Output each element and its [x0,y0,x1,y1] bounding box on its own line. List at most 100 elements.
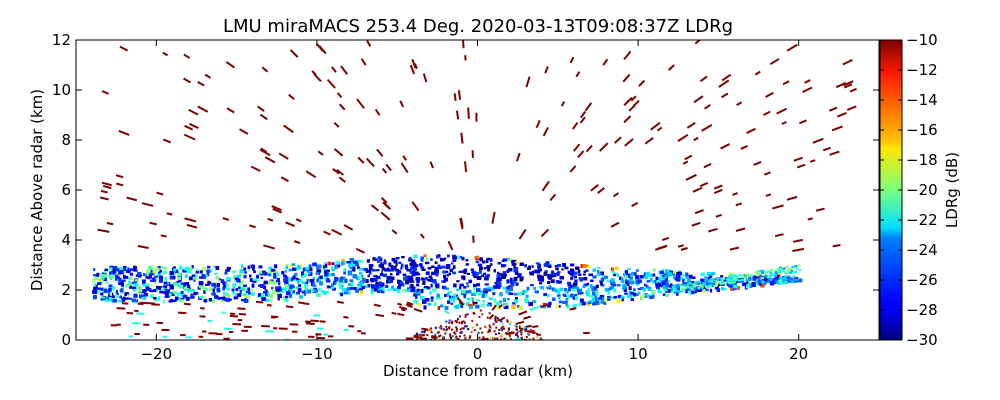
cloud-cell [499,300,502,304]
cloud-cell [121,298,125,302]
cloud-cell [97,282,102,285]
cloud-cell [159,269,162,273]
cloud-cell [538,268,542,272]
cloud-cell [572,286,576,289]
cloud-cell [365,269,369,273]
speckle-mark [776,107,787,115]
cloud-cell [586,282,590,286]
cloud-cell [431,265,435,268]
cloud-cell [640,295,644,300]
cloud-cell [637,291,641,295]
cloud-cell [123,275,129,279]
cloud-cell [490,258,493,262]
speckle-mark [694,40,702,45]
cloud-cell [214,295,217,300]
cloud-cell [468,304,474,309]
cloud-cell [261,297,266,302]
cloud-cell [312,289,315,293]
cloud-cell [387,276,391,280]
cloud-cell [289,277,293,280]
cloud-cell [247,287,251,292]
cloud-cell [416,291,421,294]
cloud-cell [104,274,108,277]
cloud-cell [577,269,581,274]
cloud-cell [620,296,625,299]
cloud-cell [635,275,640,280]
cloud-cell [642,288,646,292]
cloud-cell [461,256,465,261]
cloud-cell [486,257,491,261]
cloud-cell [191,274,196,277]
cloud-cell [187,290,190,293]
cloud-cell [336,264,341,268]
cloud-cell [515,296,518,300]
cloud-cell [123,279,126,282]
cloud-cell [306,269,310,273]
cloud-cell [509,292,514,295]
cloud-cell [395,257,400,260]
speckle-mark [409,64,416,75]
speckle-mark [715,213,723,218]
cloud-cell [211,299,215,303]
cloud-cell [246,290,251,294]
cloud-cell [414,290,418,295]
speckle-mark [459,217,464,227]
cloud-cell [367,274,370,278]
cloud-cell [128,297,133,300]
cloud-cell [405,279,409,283]
cloud-cell [184,266,189,271]
cloud-cell [429,291,432,295]
cloud-cell [223,296,227,299]
cloud-cell [277,296,280,301]
cloud-cell [112,266,118,270]
cloud-cell [156,286,159,289]
speckle-mark [735,227,746,232]
cloud-cell [313,289,317,293]
cloud-cell [252,280,257,283]
cloud-cell [592,302,596,306]
cloud-cell [120,288,124,293]
cloud-cell [104,268,108,271]
cloud-cell [597,298,602,302]
cloud-cell [485,275,488,278]
cloud-cell [368,264,374,267]
speckle-mark [455,110,460,120]
speckle-mark [699,75,708,83]
cloud-cell [346,261,351,264]
cloud-cell [193,291,196,296]
cloud-cell [391,258,396,262]
cloud-cell [400,263,404,268]
cloud-cell [420,258,424,262]
cloud-cell [596,269,600,274]
cloud-cell [359,260,364,263]
cloud-cell [264,289,268,293]
cloud-cell [524,298,529,303]
cloud-cell [453,265,456,269]
speckle-mark [447,240,454,251]
cloud-cell [651,273,656,277]
cloud-cell [624,275,629,279]
cloud-cell [730,286,733,291]
cloud-cell [376,290,380,293]
cloud-cell [502,298,506,302]
cloud-cell [517,273,522,276]
speckle-mark [331,228,343,236]
cloud-cell [247,267,251,272]
cloud-cell [129,272,134,276]
cloud-cell [349,279,354,283]
speckle-mark [846,105,857,111]
cloud-cell [685,274,688,279]
cloud-cell [468,279,473,284]
cloud-cell [145,286,150,291]
cloud-cell [393,260,398,264]
cloud-cell [714,286,720,290]
cloud-cell [569,285,574,289]
cloud-cell [527,267,531,270]
speckle-mark [197,105,209,113]
speckle-mark [693,95,704,104]
cloud-cell [441,265,446,269]
cloud-cell [100,274,104,277]
cloud-cell [555,305,559,309]
speckle-mark [560,101,566,107]
cloud-cell [758,274,763,279]
